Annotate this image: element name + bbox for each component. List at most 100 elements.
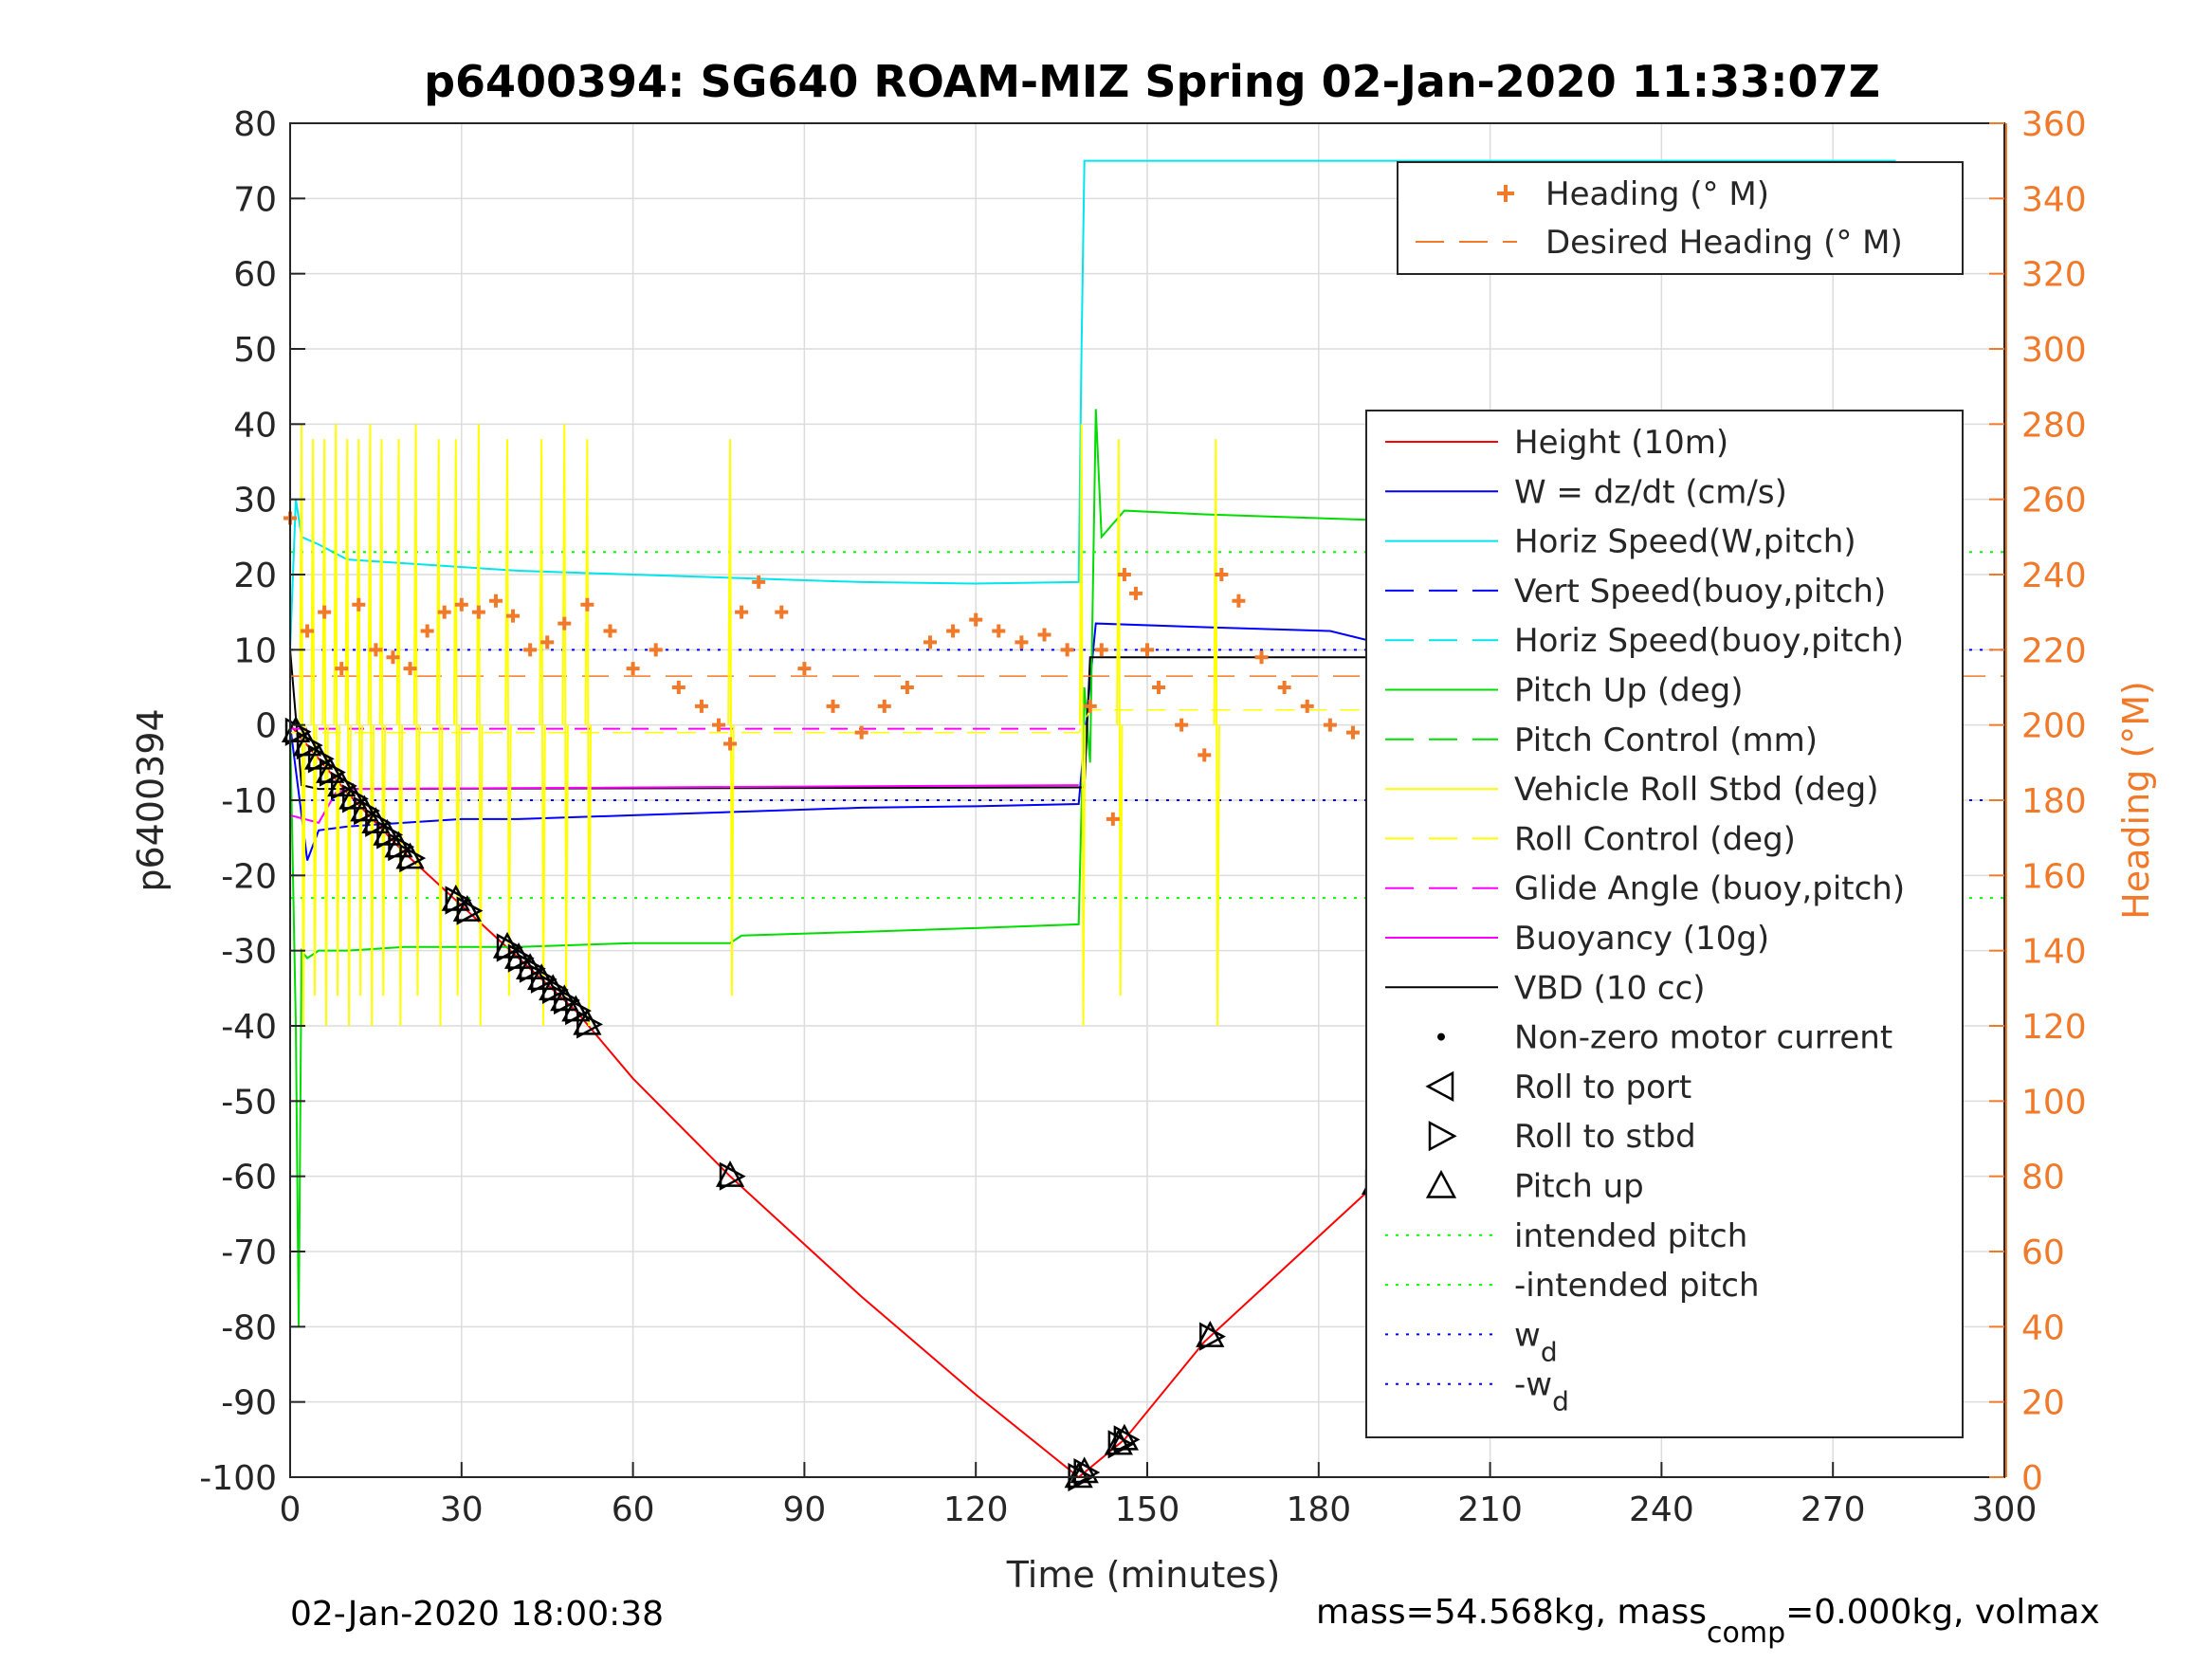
legend-label-text: Buoyancy (10g) [1514,920,1769,958]
x-tick-label: 240 [1629,1490,1694,1529]
roll-spike [584,439,593,1027]
pitch-up-marker [361,807,391,834]
pitch-up-marker [550,984,579,1012]
legend-label: Non-zero motor current [1514,1019,1892,1057]
roll-marker [1199,1322,1226,1351]
legend-label-text: Vehicle Roll Stbd (deg) [1514,771,1879,809]
legend-main-box [1365,410,1964,1438]
legend-label: Height (10m) [1514,424,1728,462]
legend-label: -wd [1514,1366,1569,1417]
pitch-up-marker [1109,1423,1139,1451]
heading-marker [946,624,960,638]
roll-spike [321,439,329,1027]
pitch-up-marker [338,782,368,810]
heading-marker [403,662,417,676]
y-axis-label: p6400394 [130,708,172,891]
heading-marker [580,597,594,612]
legend-top: Heading (° M) Desired Heading (° M) [1397,161,1964,275]
y-tick-label: 60 [233,256,277,295]
legend-label-text: Pitch Up (deg) [1514,672,1743,710]
roll-spike [561,424,569,996]
legend-label: Roll to stbd [1514,1118,1696,1156]
roll-marker [456,896,484,925]
roll-spike [344,439,352,1027]
roll-spike [452,439,461,996]
heading-marker [506,609,521,623]
y-right-tick-label: 100 [2021,1083,2087,1122]
y-right-tick-label: 240 [2021,557,2087,595]
heading-marker [523,643,538,657]
heading-marker [352,597,366,612]
y-tick-label: 0 [255,707,277,746]
y-tick-label: -60 [221,1159,277,1197]
y-right-tick-label: 280 [2021,406,2087,445]
heading-marker [1015,635,1029,649]
x-axis: 0 30 60 90 120 150 180 210 240 270 300 [280,1462,2037,1529]
legend-label-text: Roll to port [1514,1069,1691,1106]
footer-mass-main: mass=54.568kg, mass [1316,1593,1707,1632]
legend-label-text: Horiz Speed(W,pitch) [1514,523,1856,561]
heading-marker [335,662,349,676]
legend-label: -intended pitch [1514,1267,1760,1305]
y-tick-label: -90 [221,1384,277,1423]
pitch-up-marker [304,742,334,770]
x-tick-label: 150 [1115,1490,1180,1529]
legend-label: VBD (10 cc) [1514,969,1706,1007]
pitch-up-marker [1064,1461,1093,1489]
heading-marker [1232,594,1246,608]
legend-top-label: Heading (° M) [1545,175,1769,213]
legend-label-text: VBD (10 cc) [1514,969,1706,1007]
pitch-up-marker [573,1008,602,1035]
y-tick-label: 80 [233,105,277,144]
heading-marker [723,737,738,751]
legend-label-text: Roll to stbd [1514,1118,1696,1156]
legend-label: Vehicle Roll Stbd (deg) [1514,771,1879,809]
legend-label-text: Height (10m) [1514,424,1728,462]
x-axis-label: Time (minutes) [1006,1554,1281,1596]
heading-marker [1083,699,1097,713]
y-right-tick-label: 20 [2021,1384,2065,1423]
y-tick-label: 50 [233,331,277,370]
heading-marker [1152,681,1166,694]
pitch-up-marker [503,941,534,969]
roll-marker [1113,1425,1141,1454]
chart-title: p6400394: SG640 ROAM-MIZ Spring 02-Jan-2… [424,56,1880,107]
heading-marker [1300,699,1314,713]
heading-marker [437,605,451,619]
y-right-tick-label: 360 [2021,105,2087,144]
legend-label: Glide Angle (buoy,pitch) [1514,870,1905,908]
y-axis-right-label: Heading (°M) [2115,681,2157,920]
heading-marker [900,681,914,694]
heading-marker [471,605,485,619]
heading-marker [1117,568,1131,581]
heading-marker [775,605,789,619]
series-line [290,709,1902,734]
heading-marker [1215,568,1229,581]
roll-spike [1078,424,1087,1027]
heading-marker [488,594,503,608]
pitch-up-marker [316,757,345,783]
legend-top-box [1397,161,1964,275]
heading-marker [386,650,400,665]
x-tick-label: 270 [1801,1490,1866,1529]
roll-spike [727,439,735,996]
pitch-up-marker [1196,1321,1225,1347]
pitch-up-marker [384,831,413,858]
heading-marker [626,662,640,676]
heading-marker [1197,748,1212,762]
roll-spike [539,439,546,1027]
y-tick-label: -40 [221,1008,277,1047]
legend-label-subscript: d [1552,1386,1569,1417]
heading-marker [797,662,812,676]
roll-spike [435,439,444,1027]
roll-spike [1116,439,1124,996]
heading-marker [877,699,891,713]
heading-marker [540,635,555,649]
heading-marker [694,699,708,713]
y-tick-label: 40 [233,406,277,445]
footer-timestamp: 02-Jan-2020 18:00:38 [290,1595,664,1634]
pitch-up-marker [292,729,322,757]
y-right-tick-label: 300 [2021,331,2087,370]
pitch-up-marker [561,995,591,1022]
